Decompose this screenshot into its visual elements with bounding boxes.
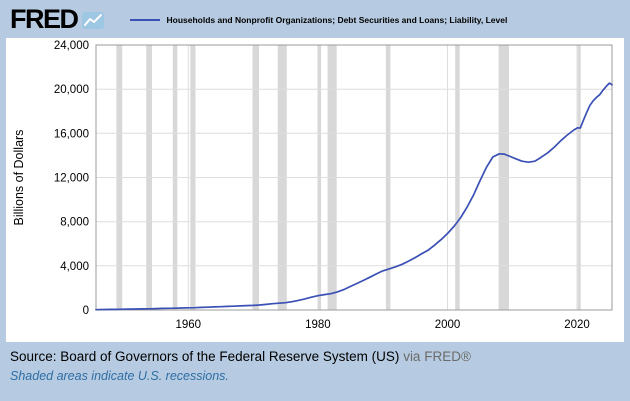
fred-logo: FRED	[10, 3, 104, 34]
chart-header: FRED Households and Nonprofit Organizati…	[0, 0, 630, 38]
y-tick-label: 12,000	[54, 173, 89, 185]
y-tick-label: 24,000	[54, 40, 89, 52]
legend-label: Households and Nonprofit Organizations; …	[166, 15, 508, 25]
y-tick-label: 16,000	[54, 128, 89, 140]
x-tick-label: 2000	[435, 319, 461, 331]
y-axis-title: Billions of Dollars	[12, 130, 26, 226]
chart-area: 0 4,000 8,000 12,000 16,000 20,000 24,000 1960 1…	[6, 38, 624, 342]
y-tick-label: 4,000	[60, 261, 89, 273]
recession-note: Shaded areas indicate U.S. recessions.	[10, 369, 229, 383]
source-text: Source: Board of Governors of the Federa…	[10, 349, 400, 364]
chart-footer: Source: Board of Governors of the Federa…	[10, 349, 620, 383]
legend: Households and Nonprofit Organizations; …	[129, 15, 508, 25]
series-line	[95, 82, 613, 311]
x-tick-label: 2020	[564, 319, 590, 331]
y-tick-label: 0	[83, 305, 89, 317]
fred-logo-chart-icon	[81, 11, 104, 29]
x-tick-label: 1980	[305, 319, 331, 331]
plot-border	[95, 44, 613, 311]
fred-logo-text: FRED	[10, 3, 79, 34]
via-fred-text: via FRED®	[403, 349, 471, 364]
y-tick-label: 8,000	[60, 217, 89, 229]
chart-svg: 0 4,000 8,000 12,000 16,000 20,000 24,000 1960 1…	[12, 40, 613, 331]
source-line: Source: Board of Governors of the Federa…	[10, 349, 620, 364]
x-tick-label: 1960	[176, 319, 202, 331]
legend-line-swatch	[129, 19, 160, 21]
y-tick-label: 20,000	[54, 84, 89, 96]
